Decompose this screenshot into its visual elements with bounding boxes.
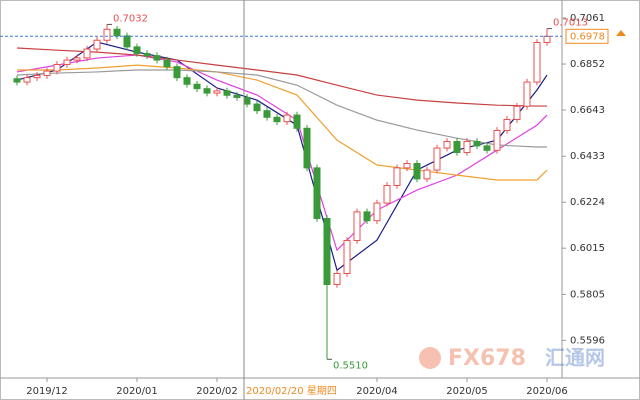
watermark: FX678 汇通网 bbox=[419, 346, 605, 371]
candle-body bbox=[33, 74, 41, 79]
x-tick-label: 2020/06 bbox=[526, 386, 568, 397]
candle-body bbox=[473, 140, 481, 147]
candle-body bbox=[63, 59, 71, 65]
annotation: 0.7032 bbox=[113, 13, 148, 24]
candle-body bbox=[483, 145, 491, 151]
candle-body bbox=[353, 211, 361, 241]
y-tick-label: 0.6015 bbox=[570, 243, 605, 254]
candle-body bbox=[403, 162, 411, 169]
candle-body bbox=[333, 272, 341, 285]
candle-body bbox=[43, 70, 51, 76]
x-tick-label: 2020/04 bbox=[356, 386, 398, 397]
moving-average bbox=[17, 64, 548, 181]
y-tick-label: 0.5596 bbox=[570, 335, 605, 346]
moving-average bbox=[16, 47, 547, 107]
candle-body bbox=[153, 55, 161, 61]
logo-icon bbox=[419, 347, 441, 369]
moving-average bbox=[16, 69, 547, 148]
candle-body bbox=[413, 162, 421, 180]
candle-body bbox=[103, 28, 111, 41]
candle-body bbox=[273, 116, 281, 123]
price-flag bbox=[616, 30, 626, 36]
candle-body bbox=[393, 167, 401, 186]
y-tick-label: 0.5805 bbox=[570, 289, 605, 300]
candle-body bbox=[123, 35, 131, 48]
candle-body bbox=[23, 77, 31, 83]
candle-body bbox=[163, 59, 171, 68]
candle-body bbox=[443, 140, 451, 149]
logo-text: FX678 bbox=[448, 346, 526, 371]
current-price-box bbox=[565, 28, 609, 44]
candle-body bbox=[303, 127, 311, 169]
logo-text: 汇通网 bbox=[545, 346, 605, 370]
candle-body bbox=[513, 105, 521, 120]
candle-body bbox=[143, 52, 151, 57]
candle-body bbox=[93, 39, 101, 50]
candle-body bbox=[133, 46, 141, 54]
candle-body bbox=[323, 217, 331, 285]
candle-body bbox=[203, 88, 211, 94]
y-tick-label: 0.7061 bbox=[570, 13, 605, 24]
candle-body bbox=[373, 202, 381, 222]
y-tick-label: 0.6852 bbox=[570, 59, 605, 70]
candle-body bbox=[523, 81, 531, 107]
candle-body bbox=[243, 96, 251, 105]
candle-body bbox=[343, 239, 351, 274]
candle-body bbox=[503, 118, 511, 131]
candle-body bbox=[223, 90, 231, 96]
candle-body bbox=[233, 94, 241, 98]
annotation: 0.7013 bbox=[553, 18, 588, 29]
candle-body bbox=[283, 114, 291, 123]
candle-body bbox=[183, 77, 191, 85]
x-tick-label: 2020/01 bbox=[116, 386, 158, 397]
plot bbox=[13, 24, 551, 360]
candle-body bbox=[313, 167, 321, 219]
x-tick-label: 2020/02 bbox=[196, 386, 238, 397]
candle-body bbox=[193, 83, 201, 90]
candle-body bbox=[263, 110, 271, 118]
candle-body bbox=[463, 140, 471, 153]
candle-body bbox=[543, 35, 551, 43]
y-tick-label: 0.6433 bbox=[570, 151, 605, 162]
candle-body bbox=[73, 57, 81, 61]
y-tick-label: 0.6643 bbox=[570, 105, 605, 116]
candle-body bbox=[53, 63, 61, 72]
candle-body bbox=[13, 78, 21, 83]
candle-body bbox=[453, 140, 461, 153]
candle-body bbox=[173, 66, 181, 79]
candle-body bbox=[493, 129, 501, 151]
candle-body bbox=[253, 103, 261, 112]
crosshair-label: 2020/02/20 星期四 bbox=[246, 385, 337, 397]
y-tick-label: 0.6224 bbox=[570, 197, 605, 208]
candle-body bbox=[363, 211, 371, 222]
x-tick-label: 2019/12 bbox=[26, 386, 68, 397]
candle-body bbox=[83, 48, 91, 59]
candle-body bbox=[113, 28, 121, 37]
candle-body bbox=[213, 90, 221, 94]
x-tick-label: 2020/05 bbox=[446, 386, 488, 397]
candle-body bbox=[293, 114, 301, 129]
candle-body bbox=[533, 41, 541, 83]
current-price-label: 0.6978 bbox=[570, 31, 605, 42]
candle-body bbox=[423, 169, 431, 180]
annotation: 0.5510 bbox=[333, 360, 368, 371]
candle-body bbox=[383, 184, 391, 204]
candle-body bbox=[433, 147, 441, 171]
